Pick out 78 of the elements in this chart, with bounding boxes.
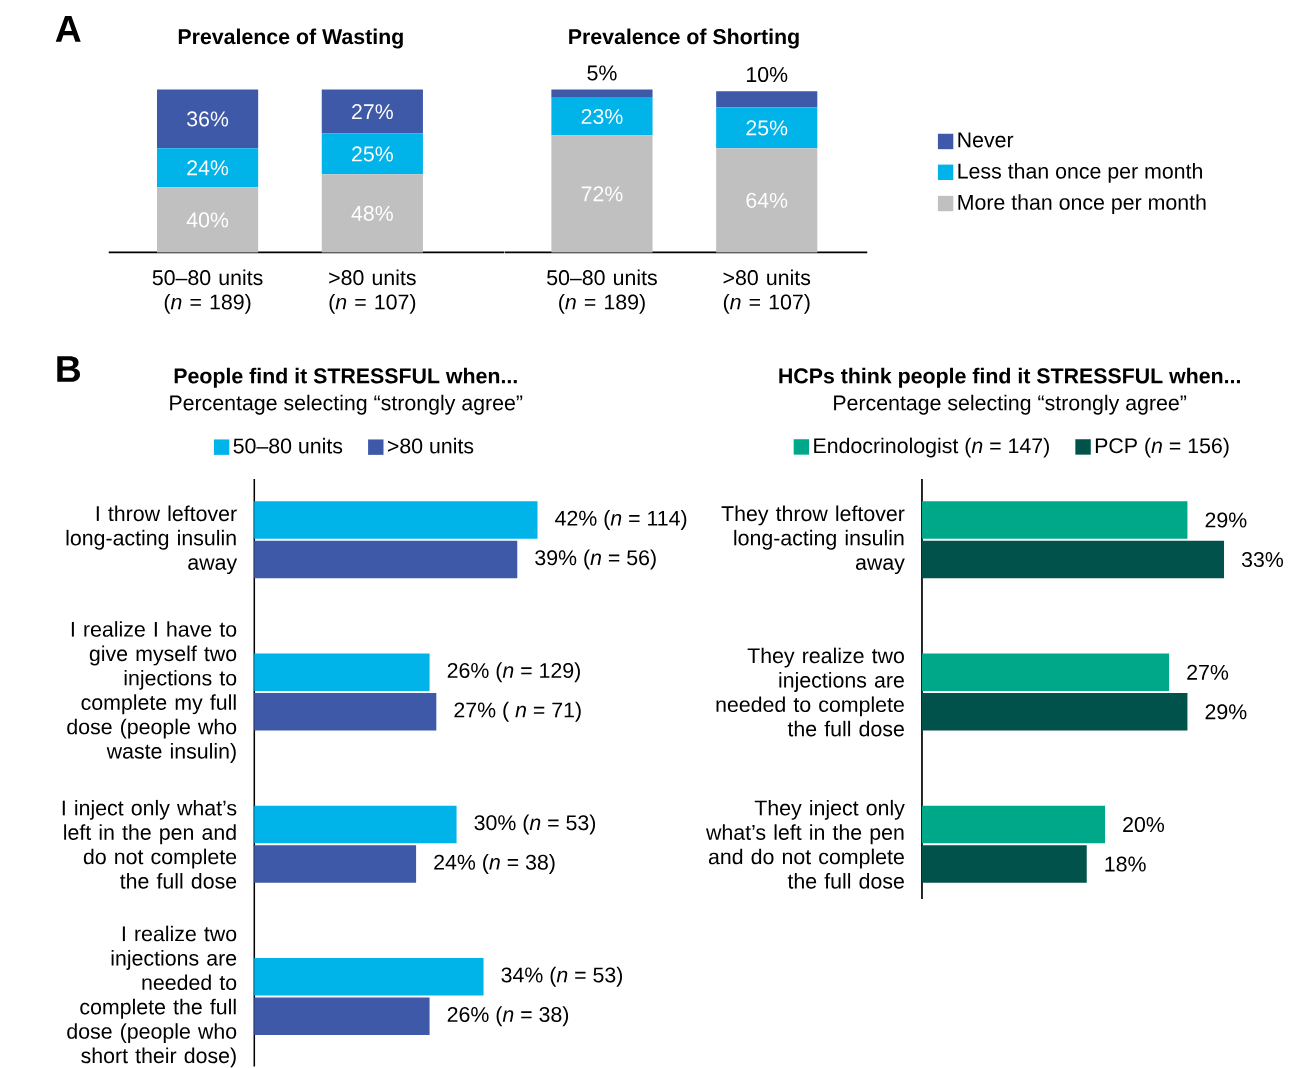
y-tick-label: I realize two injections are needed to complete the full dose (people who short their dose) [67, 925, 237, 1068]
chart-title: Prevalence of Wasting [178, 28, 403, 49]
data-label: 27% ( n = 71) [454, 702, 581, 722]
bar [254, 845, 417, 884]
data-label: 29% [1205, 512, 1247, 528]
legend-label: >80 units [387, 438, 474, 454]
data-label: 25% [352, 146, 393, 162]
bar [921, 845, 1087, 884]
chart-title: HCPs think people find it STRESSFUL when... [779, 367, 1240, 388]
data-label: 18% [1105, 856, 1146, 872]
data-label: 29% [1205, 704, 1247, 720]
legend-label: Never [958, 132, 1014, 148]
text: A [55, 16, 81, 42]
data-label: 48% [351, 206, 393, 222]
chart-subtitle: Percentage selecting “strongly agree” [170, 394, 523, 415]
bar [254, 958, 484, 996]
bar [921, 693, 1188, 731]
bar [321, 89, 423, 134]
bar [551, 97, 653, 136]
bar [254, 501, 538, 540]
data-label: 5% [587, 65, 617, 81]
data-label: 26% (n = 129) [447, 662, 580, 683]
bar [254, 997, 430, 1036]
x-tick-label: 50–80 units (n = 189) [152, 269, 263, 314]
legend-label: PCP (n = 156) [1095, 437, 1229, 458]
y-tick-label: They throw leftover long-acting insulin away [721, 505, 905, 575]
data-label: 64% [746, 192, 788, 209]
bar [156, 89, 259, 149]
bar [254, 540, 518, 579]
text: B [57, 356, 80, 383]
data-label: 42% (n = 114) [555, 510, 687, 531]
chart-subtitle: Percentage selecting “strongly agree” [834, 394, 1187, 415]
y-tick-label: I throw leftover long-acting insulin away [66, 505, 238, 575]
legend-label: Less than once per month [958, 163, 1202, 184]
x-tick-label: 50–80 units (n = 189) [547, 269, 657, 314]
bar [156, 187, 259, 253]
bar [254, 653, 430, 692]
data-label: 10% [747, 67, 788, 83]
bar [921, 653, 1170, 692]
data-label: 27% [352, 104, 393, 120]
chart-title: People find it STRESSFUL when... [174, 367, 517, 388]
data-label: 24% (n = 38) [434, 854, 555, 875]
chart-title: Prevalence of Shorting [569, 28, 799, 49]
legend-label: 50–80 units [233, 438, 343, 454]
bar [921, 501, 1188, 540]
data-label: 25% [746, 120, 788, 136]
bar [254, 693, 437, 731]
legend-label: More than once per month [958, 194, 1206, 215]
y-tick-label: They inject only what’s left in the pen and do not complete the full dose [706, 800, 905, 889]
y-tick-label: They realize two injections are needed to complete the full dose [716, 647, 904, 737]
x-tick-label: >80 units (n = 107) [723, 269, 811, 314]
bar [716, 107, 818, 149]
data-label: 36% [187, 111, 229, 127]
bar [921, 805, 1106, 844]
x-tick-label: >80 units (n = 107) [329, 269, 416, 314]
y-tick-label: I realize I have to give myself two injections to complete my full dose (people who waste insulin) [67, 621, 237, 764]
bar [716, 148, 818, 253]
bar [551, 89, 653, 98]
bar [156, 148, 259, 188]
data-label: 24% [187, 160, 229, 176]
y-tick-label: I inject only what’s left in the pen and do not complete the full dose [62, 800, 237, 889]
data-label: 23% [581, 109, 623, 125]
data-label: 30% (n = 53) [474, 814, 596, 835]
bar [254, 805, 457, 844]
data-label: 34% (n = 53) [501, 967, 623, 987]
bar [321, 133, 423, 175]
data-label: 27% [1187, 664, 1229, 680]
data-label: 72% [581, 186, 623, 202]
bar [321, 174, 423, 253]
data-label: 40% [186, 212, 229, 228]
bar [551, 135, 653, 253]
legend-label: Endocrinologist (n = 147) [814, 437, 1049, 458]
data-label: 39% (n = 56) [535, 549, 656, 570]
bar [716, 91, 818, 108]
data-label: 26% (n = 38) [447, 1006, 569, 1027]
bar [921, 540, 1225, 579]
data-label: 20% [1123, 817, 1165, 833]
data-label: 33% [1241, 552, 1284, 568]
